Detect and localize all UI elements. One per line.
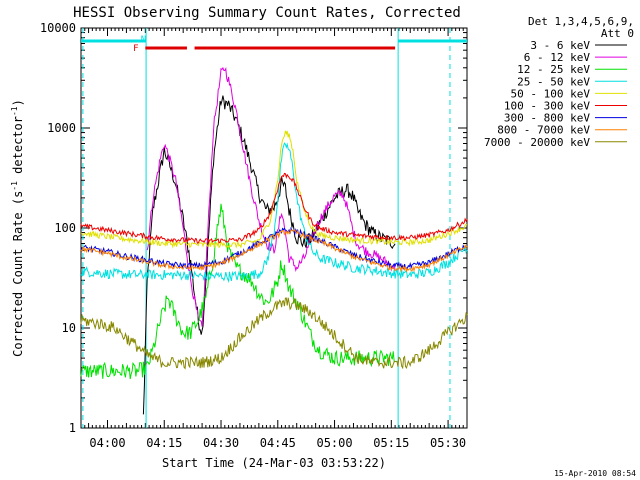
series-line [80,203,396,380]
y-axis-label-exponent: -1 [10,181,19,191]
x-axis-label: Start Time (24-Mar-03 03:53:22) [162,456,386,470]
observing-flag-bars: FN [81,35,467,54]
legend-label: 300 - 800 keV [504,112,590,125]
x-tick-label: 04:30 [203,436,239,450]
x-tick-label: 04:00 [89,436,125,450]
x-tick-label: 05:00 [316,436,352,450]
x-tick-label: 04:45 [260,436,296,450]
y-axis-label-exponent: -1 [10,106,19,116]
legend-label: 25 - 50 keV [517,75,590,88]
count-rate-series [80,66,468,415]
legend-header-line: Det 1,3,4,5,6,9, [528,15,634,28]
series-line [80,228,468,273]
plot-timestamp: 15-Apr-2010 08:54 [554,469,636,478]
chart-title: HESSI Observing Summary Count Rates, Cor… [73,5,461,21]
legend-label: 800 - 7000 keV [497,124,590,137]
flare-flag-label: F [133,44,138,54]
series-line [80,297,468,370]
legend-label: 50 - 100 keV [511,87,591,100]
legend-label: 7000 - 20000 keV [484,136,590,149]
night-flag-label: N [141,35,146,45]
series-line [80,172,468,244]
x-tick-label: 05:15 [373,436,409,450]
y-axis-label-part: ) [11,99,25,106]
x-axis-tick-labels: 04:00 04:15 04:30 04:45 05:00 05:15 05:30 [89,436,466,450]
x-tick-label: 05:30 [430,436,466,450]
y-tick-label: 1 [69,421,76,435]
y-axis-label: Corrected Count Rate (s-1 detector-1) [10,99,25,357]
y-axis-tick-labels: 1 10 100 1000 10000 [40,21,76,435]
legend-label: 12 - 25 keV [517,63,590,76]
x-tick-label: 04:15 [146,436,182,450]
saa-boundary-lines [82,28,451,428]
series-line [80,226,468,270]
y-tick-label: 100 [54,221,76,235]
legend-label: 3 - 6 keV [530,39,590,52]
y-axis-label-part: detector [11,116,25,181]
y-tick-label: 10 [62,321,76,335]
legend-header-line: Att 0 [601,27,634,40]
axis-ticks [80,28,468,429]
series-line [146,66,396,327]
y-tick-label: 10000 [40,21,76,35]
y-axis-label-part: Corrected Count Rate (s [11,191,25,357]
legend-label: 100 - 300 keV [504,100,590,113]
y-tick-label: 1000 [47,121,76,135]
legend-label: 6 - 12 keV [524,51,591,64]
